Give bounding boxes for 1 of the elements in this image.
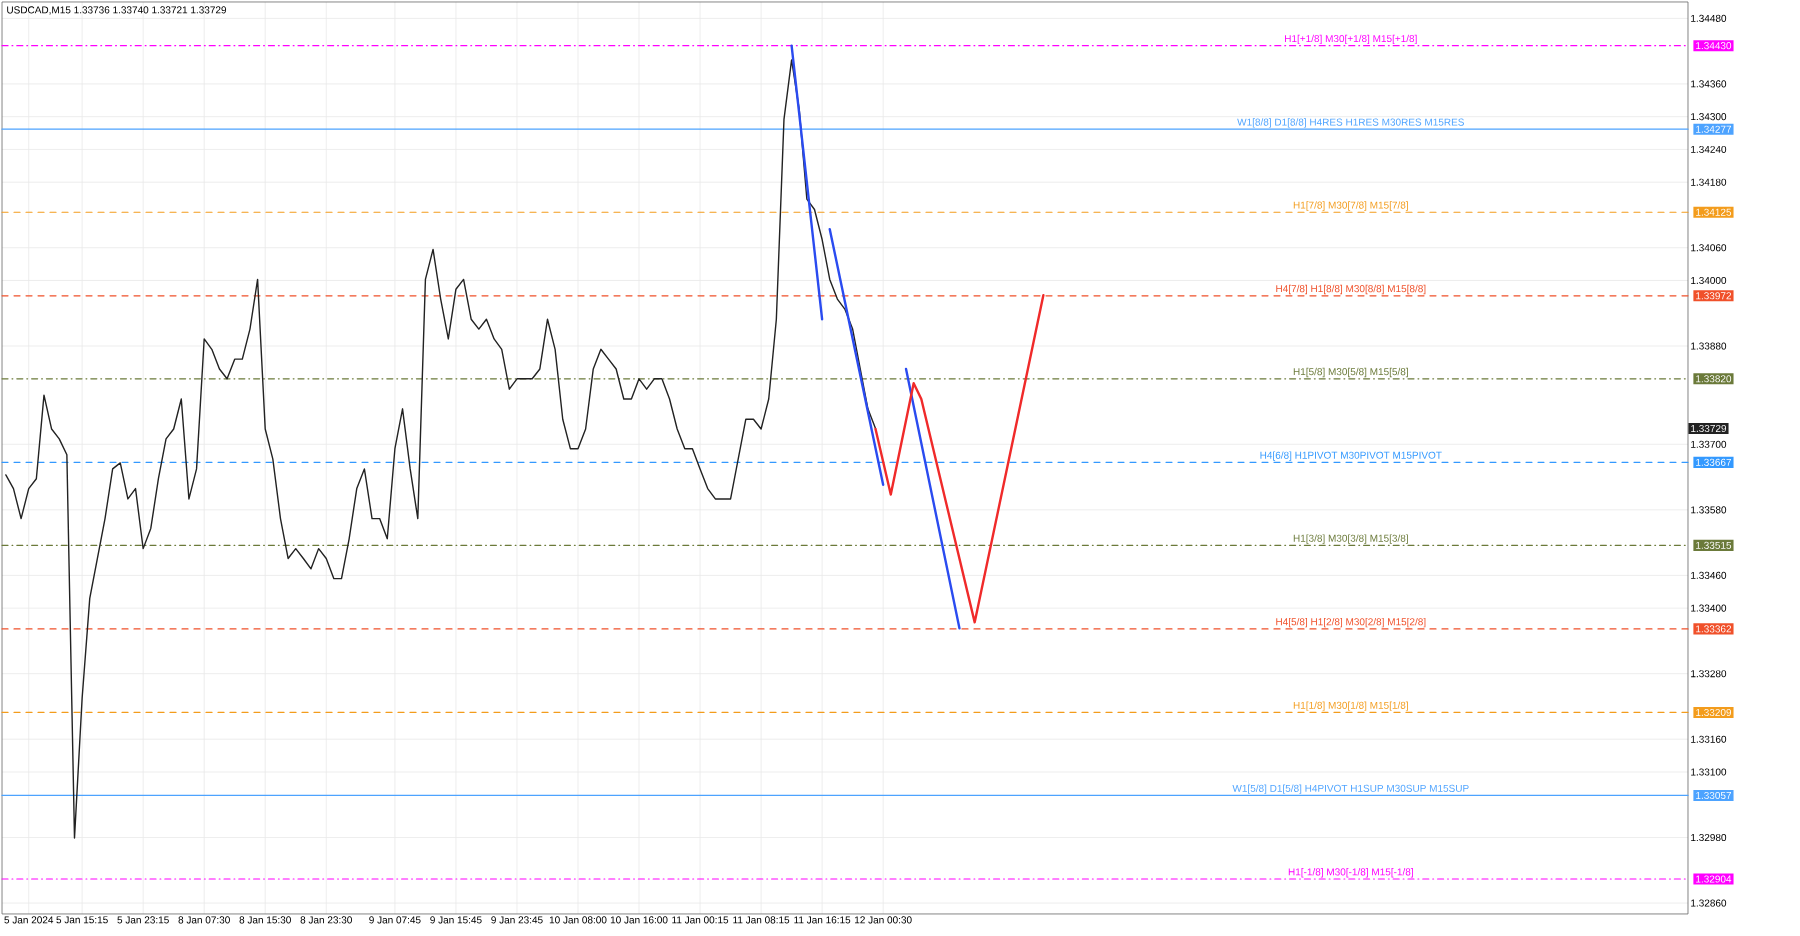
line-series <box>874 294 1045 624</box>
